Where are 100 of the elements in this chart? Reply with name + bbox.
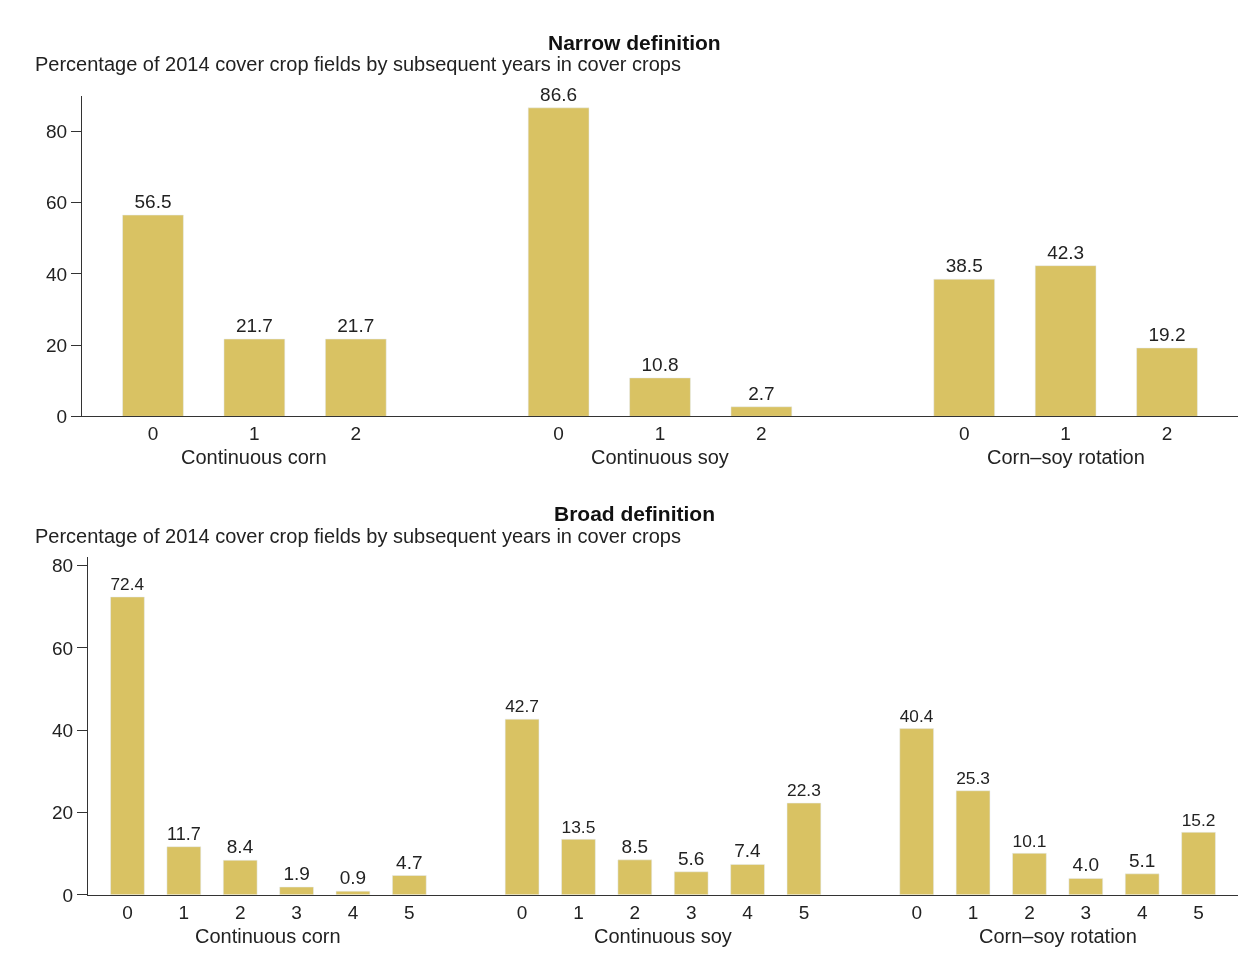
x-tick-label: 2 bbox=[234, 901, 246, 923]
x-tick-label: 2 bbox=[1024, 901, 1035, 923]
data-label: 0.9 bbox=[339, 867, 367, 889]
text: Corn–soy rotation bbox=[979, 925, 1137, 947]
y-tick-label: 20 bbox=[46, 334, 68, 356]
x-tick-label: 0 bbox=[147, 423, 159, 445]
x-tick-label: 0 bbox=[516, 901, 528, 923]
data-label: 2.7 bbox=[748, 382, 775, 404]
data-label: 86.6 bbox=[540, 83, 578, 105]
data-label: 25.3 bbox=[956, 768, 990, 789]
chart-title: Narrow definition bbox=[548, 31, 721, 54]
data-label: 72.4 bbox=[110, 574, 145, 595]
bar bbox=[392, 875, 427, 895]
text: Continuous soy bbox=[594, 925, 732, 947]
y-tick-label: 40 bbox=[52, 719, 74, 741]
bar bbox=[1181, 832, 1216, 895]
bar bbox=[1136, 347, 1198, 417]
y-tick-label: 0 bbox=[62, 884, 74, 906]
data-label: 56.5 bbox=[134, 191, 172, 213]
bar bbox=[279, 886, 314, 895]
bar bbox=[730, 406, 793, 417]
x-tick-label: 4 bbox=[742, 901, 754, 923]
data-label: 21.7 bbox=[337, 315, 375, 337]
data-label: 38.5 bbox=[945, 255, 983, 277]
bar bbox=[730, 864, 765, 895]
data-label: 7.4 bbox=[734, 840, 761, 862]
data-label: 5.6 bbox=[677, 847, 705, 869]
bar bbox=[955, 790, 991, 895]
bar bbox=[629, 377, 691, 417]
bar bbox=[122, 214, 184, 417]
bar bbox=[504, 718, 540, 895]
data-label: 15.2 bbox=[1181, 809, 1216, 830]
bar bbox=[674, 871, 709, 895]
x-tick-label: 2 bbox=[350, 423, 362, 445]
x-tick-label: 1 bbox=[967, 901, 979, 923]
bar bbox=[1068, 878, 1103, 895]
x-tick-label: 4 bbox=[1136, 901, 1148, 923]
x-tick-label: 5 bbox=[798, 901, 810, 923]
bar bbox=[617, 859, 652, 895]
bar bbox=[335, 890, 371, 895]
data-label: 13.5 bbox=[561, 816, 596, 837]
data-label: 42.7 bbox=[505, 696, 539, 717]
text: Continuous corn bbox=[195, 925, 341, 947]
bar bbox=[1034, 265, 1097, 417]
y-tick-label: 80 bbox=[52, 555, 74, 577]
text: Continuous soy bbox=[591, 446, 729, 468]
y-tick-label: 20 bbox=[52, 802, 74, 824]
data-label: 22.3 bbox=[787, 780, 821, 801]
data-label: 40.4 bbox=[899, 705, 934, 726]
x-tick-label: 4 bbox=[347, 901, 359, 923]
text: Continuous corn bbox=[181, 446, 327, 468]
data-label: 5.1 bbox=[1128, 849, 1156, 871]
bar bbox=[166, 846, 201, 895]
chart-subtitle: Percentage of 2014 cover crop fields by subsequent years in cover crops bbox=[35, 525, 681, 547]
data-label: 8.4 bbox=[226, 836, 254, 858]
data-label: 21.7 bbox=[235, 315, 273, 337]
x-tick-label: 0 bbox=[911, 901, 922, 923]
bar bbox=[223, 860, 258, 895]
x-tick-label: 3 bbox=[291, 901, 302, 923]
x-tick-label: 3 bbox=[1080, 901, 1092, 923]
x-tick-label: 0 bbox=[553, 423, 564, 445]
bar bbox=[561, 839, 596, 895]
y-tick-label: 60 bbox=[52, 637, 74, 659]
data-label: 10.1 bbox=[1012, 830, 1047, 851]
x-tick-label: 1 bbox=[249, 423, 260, 445]
x-tick-label: 1 bbox=[1060, 423, 1071, 445]
x-tick-label: 2 bbox=[756, 423, 767, 445]
y-tick-label: 60 bbox=[46, 192, 68, 214]
y-tick-label: 80 bbox=[46, 121, 68, 142]
x-tick-label: 5 bbox=[1193, 901, 1204, 923]
data-label: 11.7 bbox=[166, 823, 201, 844]
x-tick-label: 0 bbox=[122, 901, 133, 923]
x-tick-label: 5 bbox=[404, 901, 415, 923]
data-label: 1.9 bbox=[283, 863, 310, 885]
data-label: 8.5 bbox=[621, 835, 649, 857]
x-tick-label: 1 bbox=[178, 901, 190, 923]
bar bbox=[899, 728, 934, 895]
x-tick-label: 2 bbox=[629, 901, 641, 923]
bar bbox=[527, 107, 590, 417]
bar bbox=[933, 278, 995, 417]
bar bbox=[325, 338, 387, 417]
x-tick-label: 3 bbox=[685, 901, 697, 923]
y-tick-label: 0 bbox=[56, 406, 68, 428]
data-label: 10.8 bbox=[641, 353, 679, 375]
x-tick-label: 1 bbox=[654, 423, 666, 445]
text: Corn–soy rotation bbox=[987, 446, 1145, 468]
bar bbox=[1125, 873, 1160, 895]
bar bbox=[223, 338, 286, 417]
data-label: 42.3 bbox=[1047, 241, 1085, 263]
chart-subtitle: Percentage of 2014 cover crop fields by subsequent years in cover crops bbox=[35, 53, 681, 75]
y-tick-label: 40 bbox=[46, 263, 68, 285]
bar bbox=[110, 596, 145, 895]
data-label: 19.2 bbox=[1148, 323, 1186, 345]
bar bbox=[1012, 853, 1047, 895]
x-tick-label: 2 bbox=[1161, 423, 1173, 445]
data-label: 4.7 bbox=[396, 851, 423, 873]
x-tick-label: 0 bbox=[958, 423, 970, 445]
x-tick-label: 1 bbox=[573, 901, 584, 923]
bar bbox=[786, 802, 822, 895]
chart-title: Broad definition bbox=[554, 502, 715, 525]
